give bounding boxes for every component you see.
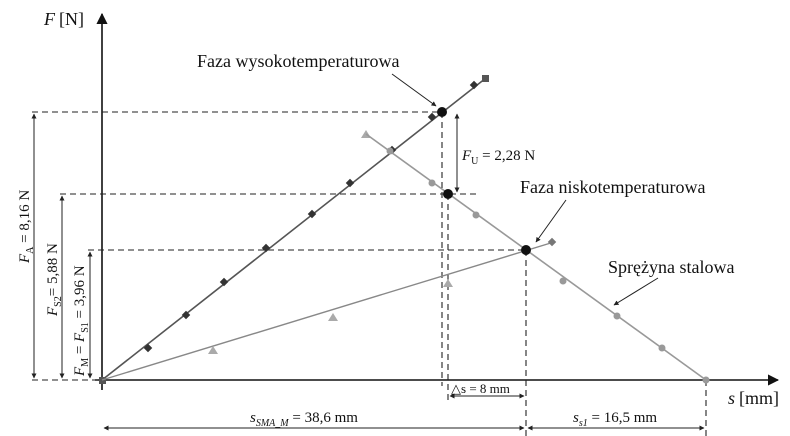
ds-label: △s = 8 mm	[451, 381, 510, 396]
spring-markers	[386, 147, 710, 384]
ssma-label: sSMA_M = 38,6 mm	[250, 410, 358, 429]
steel-spring-leader	[613, 277, 659, 306]
fm-label: FM = FS1 = 3,96 N	[72, 265, 91, 377]
ss1-label: ss1 = 16,5 mm	[573, 410, 657, 429]
fu-label: FU = 2,28 N	[461, 148, 535, 167]
diamond-marker	[261, 243, 271, 253]
fm-intersection-point	[521, 245, 531, 255]
diamond-marker	[345, 178, 355, 188]
circle-marker	[613, 312, 621, 320]
low-phase-line	[101, 241, 555, 381]
circle-marker	[472, 211, 480, 219]
x-axis-label: s [mm]	[728, 388, 779, 408]
square-marker	[482, 75, 489, 82]
triangle-marker	[208, 346, 218, 354]
fa-intersection-point	[437, 107, 447, 117]
circle-marker	[386, 147, 394, 155]
diamond-marker	[219, 277, 229, 287]
diamond-marker	[307, 209, 317, 219]
fa-label: FA = 8,16 N	[17, 190, 36, 264]
high-phase-line	[101, 77, 487, 381]
fs2-intersection-point	[443, 189, 453, 199]
diamond-marker	[181, 310, 191, 320]
high-phase-label: Faza wysokotemperaturowa	[197, 51, 399, 71]
steel-spring-label: Sprężyna stalowa	[608, 257, 734, 277]
low-phase-leader	[535, 199, 567, 243]
triangle-marker	[443, 279, 453, 287]
high-phase-leader	[391, 73, 437, 107]
diamond-marker	[143, 343, 153, 353]
diamond-marker	[469, 80, 479, 90]
y-axis-label: F [N]	[43, 9, 84, 29]
circle-marker	[702, 376, 710, 384]
circle-marker	[428, 179, 436, 187]
low-phase-label: Faza niskotemperaturowa	[520, 177, 705, 197]
triangle-marker	[328, 313, 338, 321]
circle-marker	[559, 277, 567, 285]
fs2-label: FS2= 5,88 N	[45, 243, 64, 317]
spring-line	[365, 133, 707, 381]
circle-marker	[658, 344, 666, 352]
intersection-points	[437, 107, 531, 255]
diamond-marker	[427, 112, 437, 122]
diamond-marker	[547, 237, 557, 247]
